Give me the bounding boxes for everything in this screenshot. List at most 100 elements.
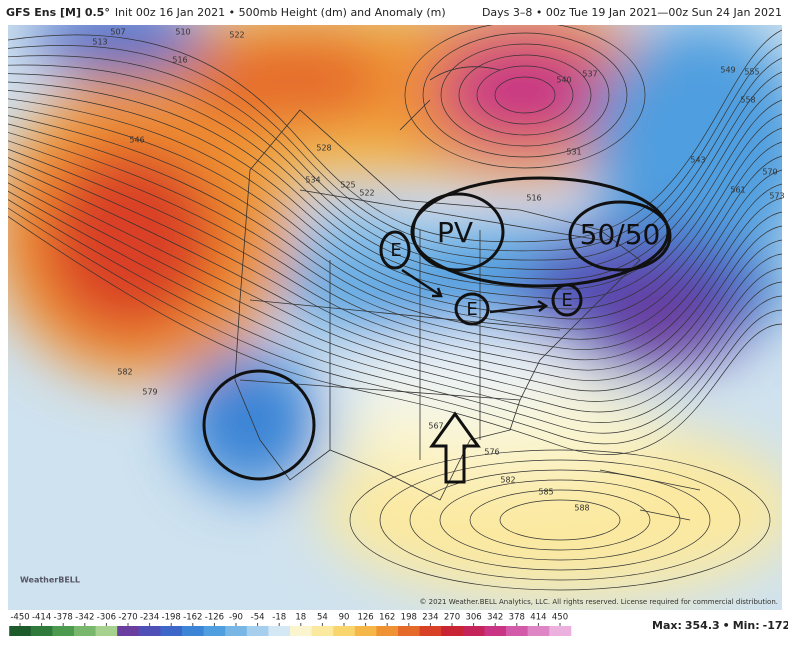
colorbar-swatch [117, 626, 140, 636]
contour [8, 43, 782, 252]
colorbar-swatch [30, 626, 53, 636]
annotation-label: E [561, 290, 572, 311]
contour [8, 81, 782, 290]
colorbar-label: 54 [317, 613, 328, 623]
colorbar-label: 270 [444, 613, 460, 623]
contour [469, 489, 651, 551]
min-label: Min: [733, 619, 760, 632]
colorbar-swatch [398, 626, 421, 636]
colorbar-label: 126 [357, 613, 373, 623]
colorbar-swatch [354, 626, 377, 636]
contour-lines [8, 25, 782, 591]
contour [8, 73, 782, 280]
colorbar-label: 306 [465, 613, 481, 623]
contour-label: 582 [117, 368, 132, 377]
annotation-label: E [466, 299, 477, 320]
contour [458, 54, 592, 136]
contour [494, 76, 556, 114]
max-value: 354.3 [685, 619, 720, 632]
colorbar-swatch [246, 626, 269, 636]
contour [8, 199, 782, 434]
contour [8, 115, 782, 330]
contour-label: 525 [340, 181, 355, 190]
model-name: GFS Ens [M] 0.5° [6, 6, 110, 19]
contour [8, 132, 782, 350]
colorbar-label: -450 [10, 613, 29, 623]
header: GFS Ens [M] 0.5° Init 00z 16 Jan 2021 • 5… [6, 6, 446, 19]
contour-label: 516 [526, 194, 541, 203]
colorbar-label: -234 [140, 613, 159, 623]
contour-label: 537 [582, 70, 597, 79]
colorbar-swatch [95, 626, 118, 636]
annotation-label: 50/50 [580, 218, 661, 251]
colorbar-swatch [290, 626, 313, 636]
colorbar-label: -126 [205, 613, 224, 623]
contour-label: 528 [316, 144, 331, 153]
contour [8, 165, 782, 392]
colorbar-swatch [376, 626, 399, 636]
colorbar-swatch [9, 626, 32, 636]
header-title: Init 00z 16 Jan 2021 • 500mb Height (dm)… [115, 6, 446, 19]
contour-label: 540 [556, 76, 571, 85]
contour [8, 55, 782, 261]
contour-label: 534 [305, 176, 320, 185]
contour [404, 25, 646, 169]
contour-label: 513 [92, 38, 107, 47]
contour-label: 549 [720, 66, 735, 75]
map-borders [234, 66, 701, 521]
contour [439, 479, 681, 561]
contour-label: 522 [229, 31, 244, 40]
colorbar-label: -54 [251, 613, 265, 623]
contour-label: 543 [690, 156, 705, 165]
contour-labels: 507 510 513 516 522 546 528 534 525 522 540 537 531 5… [92, 28, 784, 513]
valid-time: Days 3–8 • 00z Tue 19 Jan 2021—00z Sun 2… [482, 6, 782, 19]
contour-label: 510 [175, 28, 190, 37]
colorbar-swatch [160, 626, 183, 636]
colorbar-label: 90 [339, 613, 350, 623]
contour [8, 207, 782, 445]
colorbar-label: 414 [530, 613, 546, 623]
colorbar-label: -90 [229, 613, 243, 623]
contour-label: 558 [740, 96, 755, 105]
copyright: © 2021 Weather.BELL Analytics, LLC. All … [419, 598, 778, 606]
annotation-shapes [202, 176, 672, 484]
contour-label: 531 [566, 148, 581, 157]
colorbar-label: -378 [54, 613, 73, 623]
colorbar-swatch [462, 626, 485, 636]
max-label: Max: [652, 619, 682, 632]
contour-label: 570 [762, 168, 777, 177]
anomaly-field [8, 25, 782, 610]
colorbar-label: -162 [183, 613, 202, 623]
colorbar-label: 198 [401, 613, 417, 623]
contour [8, 157, 782, 381]
colorbar-swatch [225, 626, 248, 636]
colorbar-swatch [419, 626, 442, 636]
contour [8, 106, 782, 320]
colorbar-swatch [182, 626, 205, 636]
min-value: -172.9 [763, 619, 788, 632]
contour [8, 98, 782, 310]
contour-label: 573 [769, 192, 784, 201]
logo: WeatherBELL [20, 576, 80, 585]
contour [8, 182, 782, 413]
colorbar-swatch [74, 626, 97, 636]
colorbar-swatch [484, 626, 507, 636]
colorbar-swatch [311, 626, 334, 636]
colorbar-label: -198 [162, 613, 181, 623]
colorbar-swatch [138, 626, 161, 636]
contour [349, 449, 771, 591]
contour [8, 29, 782, 243]
contour [422, 32, 628, 158]
colorbar-swatch [203, 626, 226, 636]
colorbar: -450 -414 -378 -342 -306 -270 -234 -198 -162 -126… [9, 613, 572, 636]
stats: Max:354.3•Min:-172.9 [652, 619, 788, 632]
contour-label: 567 [428, 422, 443, 431]
contour [8, 190, 782, 423]
colorbar-label: 450 [552, 613, 568, 623]
colorbar-label: 342 [487, 613, 503, 623]
colorbar-label: -270 [118, 613, 137, 623]
colorbar-label: 18 [295, 613, 306, 623]
contour [8, 123, 782, 340]
